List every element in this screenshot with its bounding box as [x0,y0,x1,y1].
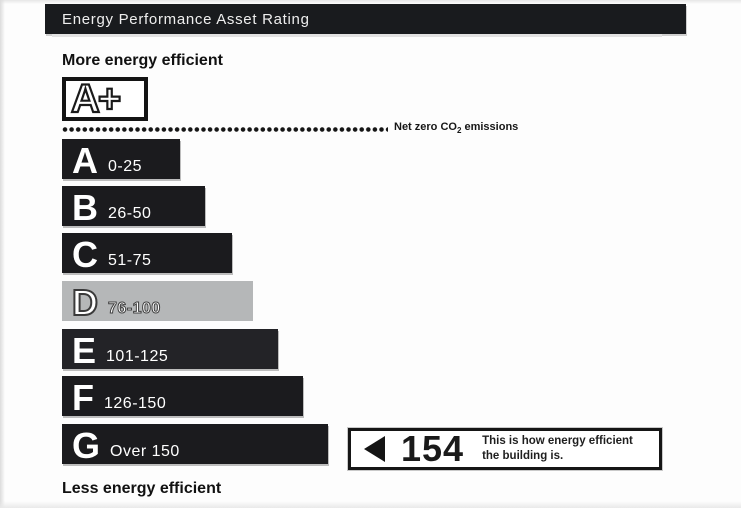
band-letter: C [72,234,98,276]
chart-title: Energy Performance Asset Rating [62,10,310,28]
band-letter: F [72,377,94,419]
band-range: 101-125 [106,348,169,366]
chart-title-bar: Energy Performance Asset Rating [45,4,686,34]
band-row-e: E 101-125 [62,329,278,369]
more-energy-efficient-label: More energy efficient [62,52,223,69]
band-letter: D [71,282,99,324]
current-rating-indicator: 154 This is how energy efficient the bui… [348,428,662,470]
band-letter: B [72,187,98,229]
band-row-f: F 126-150 [62,376,303,416]
band-letter-a-plus: A+ [70,77,122,121]
band-row-d: D 76-100 [62,281,253,324]
scan-artifact-header-shadow [52,34,662,37]
left-arrow-icon [364,436,385,462]
band-letter: E [72,330,97,372]
current-rating-description: This is how energy efficient the buildin… [482,435,633,462]
band-row-a-plus: A+ [62,77,148,121]
band-range: 126-150 [104,395,167,413]
less-energy-efficient-label: Less energy efficient [62,480,222,497]
band-range: Over 150 [110,443,180,461]
net-zero-dotted-line [62,126,388,133]
current-rating-value: 154 [401,428,465,469]
band-row-g: G Over 150 [62,424,328,464]
scan-artifact-left [0,0,5,508]
band-row-a: A 0-25 [62,139,180,179]
co2-subscript: 2 [456,126,462,136]
band-range: 51-75 [108,252,152,270]
band-row-b: B 26-50 [62,186,205,226]
scan-artifact-bottom [0,501,741,508]
band-letter: G [72,425,101,467]
band-letter: A [72,140,98,182]
band-range: 26-50 [108,205,152,223]
band-range: 76-100 [108,300,161,318]
band-range: 0-25 [108,158,143,176]
band-row-c: C 51-75 [62,233,232,273]
net-zero-emissions-label: Net zero CO2 emissions [394,121,519,136]
scan-artifact-top [0,0,741,4]
